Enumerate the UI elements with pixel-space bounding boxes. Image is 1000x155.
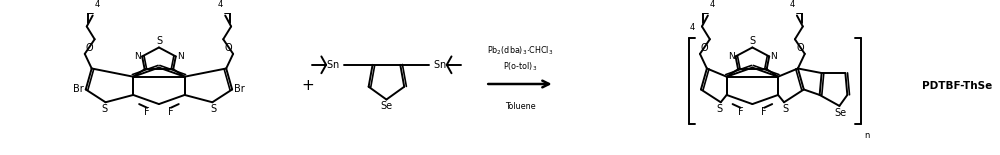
Text: F: F [168, 107, 174, 117]
Text: 4: 4 [790, 0, 795, 9]
Text: S: S [782, 104, 788, 114]
Text: Br: Br [234, 84, 245, 95]
Text: S: S [749, 36, 755, 46]
Text: S: S [210, 104, 216, 114]
Text: N: N [177, 52, 183, 61]
Text: S: S [101, 104, 108, 114]
Text: Pb$_2$(dba)$_3$$\cdot$CHCl$_3$: Pb$_2$(dba)$_3$$\cdot$CHCl$_3$ [487, 45, 553, 57]
Text: 4: 4 [95, 0, 100, 9]
Text: Se: Se [380, 101, 392, 111]
Text: $-$Sn: $-$Sn [318, 58, 340, 70]
Text: N: N [728, 52, 735, 61]
Text: 4: 4 [218, 0, 223, 9]
Text: Toluene: Toluene [505, 102, 535, 111]
Text: O: O [701, 43, 709, 53]
Text: S: S [156, 36, 162, 46]
Text: 4: 4 [689, 23, 695, 32]
Text: S: S [717, 104, 723, 114]
Text: P(o-tol)$_3$: P(o-tol)$_3$ [503, 60, 537, 73]
Text: F: F [144, 107, 150, 117]
Text: Sn$-$: Sn$-$ [433, 58, 454, 70]
Text: F: F [761, 107, 767, 117]
Text: N: N [134, 52, 141, 61]
Text: PDTBF-ThSe: PDTBF-ThSe [922, 81, 992, 91]
Text: O: O [225, 43, 232, 53]
Text: F: F [738, 107, 743, 117]
Text: 4: 4 [710, 0, 715, 9]
Text: O: O [86, 43, 93, 53]
Text: +: + [301, 78, 314, 93]
Text: Se: Se [834, 108, 846, 118]
Text: O: O [796, 43, 804, 53]
Text: N: N [770, 52, 777, 61]
Text: Br: Br [73, 84, 84, 95]
Text: n: n [864, 131, 870, 140]
